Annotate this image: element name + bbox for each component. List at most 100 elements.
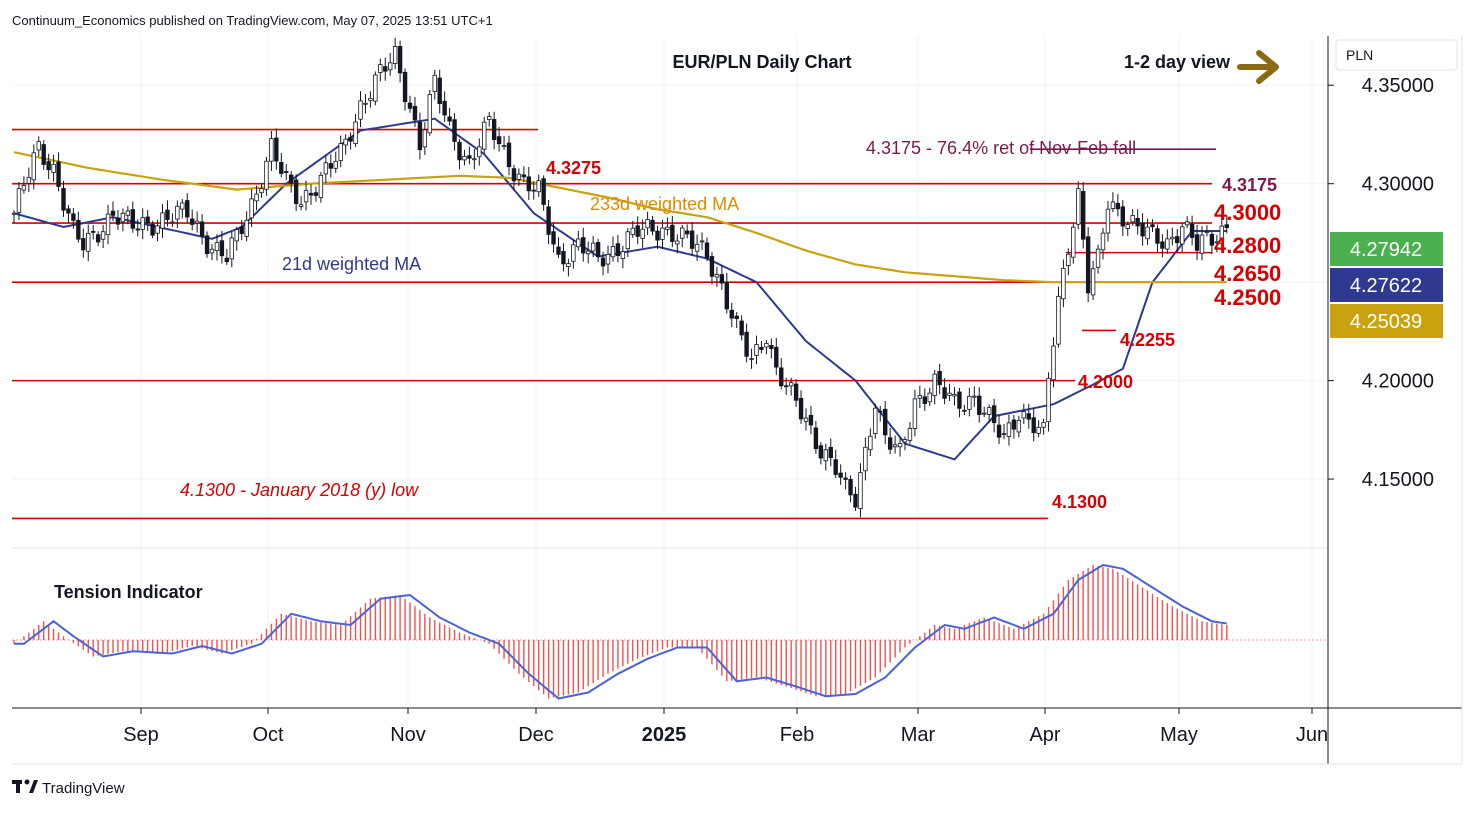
y-tick-label: 4.30000 xyxy=(1362,174,1434,196)
candle-down xyxy=(798,397,804,420)
candle-down xyxy=(491,119,497,140)
candle-up xyxy=(368,97,373,101)
candle-up xyxy=(472,158,477,161)
candle-down xyxy=(1209,233,1215,246)
candle-down xyxy=(328,163,333,169)
candle-up xyxy=(303,190,309,203)
candle-down xyxy=(689,230,695,249)
candle-down xyxy=(81,238,86,251)
candle-up xyxy=(486,116,492,120)
candle-up xyxy=(754,344,759,356)
candle-up xyxy=(917,395,923,399)
candle-down xyxy=(412,105,418,121)
support-resistance-levels xyxy=(12,128,1216,520)
candle-up xyxy=(482,121,487,150)
chart-title: EUR/PLN Daily Chart xyxy=(672,52,851,72)
candle-down xyxy=(41,144,46,165)
candle-up xyxy=(249,198,254,219)
candle-down xyxy=(417,121,423,151)
time-axis[interactable]: Sep Oct Nov Dec 2025 Feb Mar Apr May Jun xyxy=(123,708,1328,746)
candle-up xyxy=(427,94,432,134)
candle-down xyxy=(145,216,150,224)
candle-up xyxy=(1204,231,1210,233)
candle-up xyxy=(1110,201,1116,209)
candle-up xyxy=(214,242,220,252)
ma233-price-value: 4.25039 xyxy=(1350,311,1422,333)
candle-down xyxy=(670,224,675,242)
candle-down xyxy=(957,391,962,409)
currency-box[interactable] xyxy=(1335,39,1458,71)
candle-up xyxy=(120,212,126,223)
x-tick-label: Mar xyxy=(901,724,936,746)
candle-up xyxy=(645,219,650,229)
candle-up xyxy=(576,238,581,248)
candle-down xyxy=(130,209,135,229)
last-price-value: 4.27942 xyxy=(1350,239,1422,261)
ma21-price-value: 4.27622 xyxy=(1350,275,1422,297)
candle-down xyxy=(447,116,452,122)
candle-down xyxy=(284,171,289,173)
candle-down xyxy=(46,161,51,171)
candle-up xyxy=(229,237,234,260)
candle-down xyxy=(150,223,155,236)
candle-up xyxy=(952,394,957,397)
candle-up xyxy=(170,221,175,224)
candle-up xyxy=(333,160,338,169)
candle-down xyxy=(779,367,784,387)
candle-up xyxy=(244,219,249,237)
candle-up xyxy=(699,240,705,243)
candle-up xyxy=(803,417,809,422)
candle-down xyxy=(977,395,982,415)
x-tick-label: Nov xyxy=(390,724,426,746)
candle-up xyxy=(590,242,596,252)
candle-down xyxy=(199,221,205,237)
candle-down xyxy=(595,242,601,258)
candle-down xyxy=(185,200,190,218)
candle-down xyxy=(1175,236,1180,244)
candle-up xyxy=(610,246,616,258)
candle-down xyxy=(739,320,744,336)
candle-up xyxy=(823,449,828,462)
x-tick-label: Dec xyxy=(518,724,554,746)
candle-up xyxy=(194,220,200,224)
x-tick-label: 2025 xyxy=(642,724,687,746)
candle-down xyxy=(1135,217,1140,227)
candle-up xyxy=(586,250,591,255)
candle-up xyxy=(967,396,972,410)
candle-down xyxy=(838,472,843,478)
candle-down xyxy=(818,445,824,459)
candle-up xyxy=(1061,267,1066,300)
ma233-line xyxy=(13,151,1227,284)
candle-up xyxy=(902,439,908,443)
candle-up xyxy=(1046,377,1051,423)
candle-down xyxy=(457,141,462,161)
candle-down xyxy=(288,174,294,184)
candle-up xyxy=(432,74,437,92)
candle-up xyxy=(422,129,428,148)
candle-up xyxy=(1180,226,1185,245)
price-axis[interactable]: 4.35000 4.30000 4.20000 4.15000 xyxy=(1328,75,1434,491)
candle-down xyxy=(1115,202,1121,210)
level-label-4.3275: 4.3275 xyxy=(546,158,601,178)
candle-down xyxy=(650,219,655,232)
level-label-4.3000: 4.3000 xyxy=(1214,200,1281,225)
tradingview-logo-icon[interactable] xyxy=(12,779,38,794)
price-pane[interactable] xyxy=(12,36,1328,548)
candle-up xyxy=(863,446,868,472)
candle-up xyxy=(927,392,932,403)
candle-up xyxy=(86,232,91,252)
candle-down xyxy=(942,387,947,399)
candle-down xyxy=(685,230,690,235)
candle-up xyxy=(986,407,992,415)
publisher-text: Continuum_Economics published on Trading… xyxy=(12,13,493,28)
fib-annotation: 4.3175 - 76.4% ret of Nov-Feb fall xyxy=(866,138,1136,158)
candle-up xyxy=(1219,225,1224,245)
candle-up xyxy=(155,225,160,234)
candle-down xyxy=(308,192,314,196)
candle-up xyxy=(516,173,522,180)
candle-down xyxy=(1011,419,1017,430)
candle-down xyxy=(402,71,408,103)
candle-up xyxy=(378,64,383,73)
